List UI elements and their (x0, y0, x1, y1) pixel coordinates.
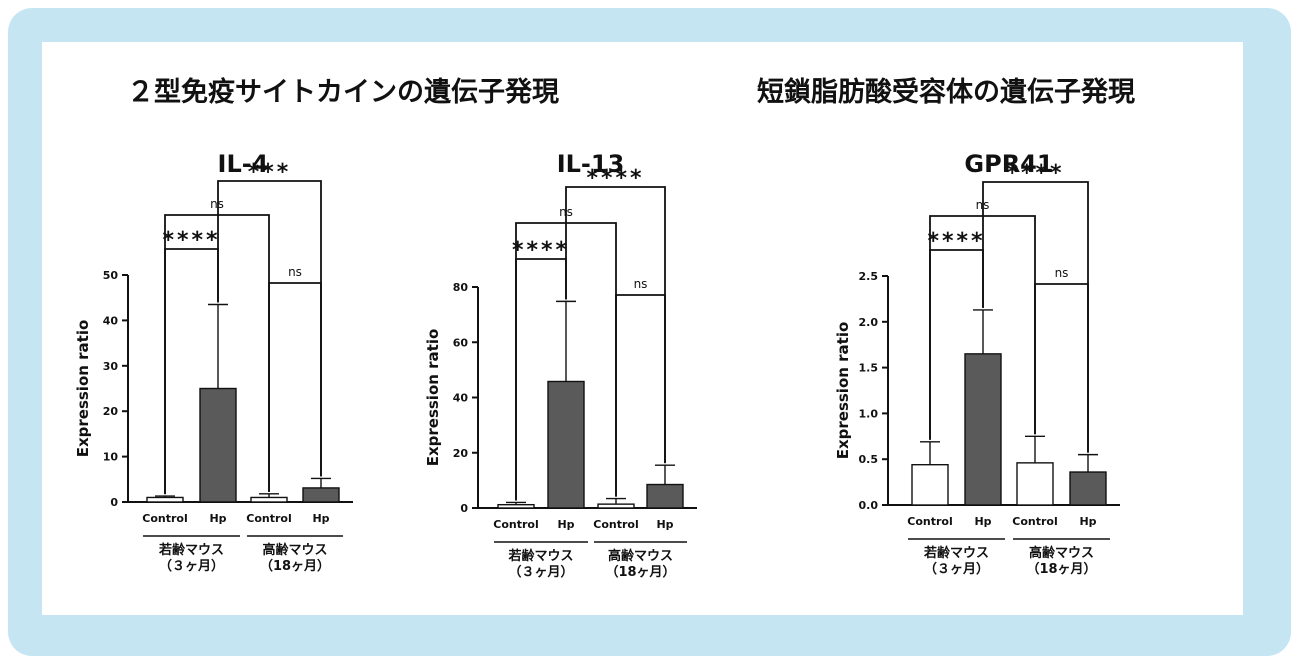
y-tick-label: 40 (453, 392, 469, 405)
group-label: 若齢マウス (507, 548, 573, 564)
group-label: 高齢マウス (1029, 545, 1094, 561)
chart-il13: IL-13 Expression ratio 0 20 40 60 80 Control Hp C… (424, 150, 697, 580)
x-tick-label: Hp (209, 512, 226, 525)
group-sublabel: （18ヶ月） (1026, 561, 1096, 577)
bar (199, 387, 237, 503)
group-sublabel: （３ヶ月） (924, 561, 989, 577)
significance-label: ns (976, 198, 990, 212)
group-sublabel: （18ヶ月） (260, 558, 330, 574)
significance-label: **** (586, 166, 644, 191)
y-tick-label: 0.5 (859, 453, 879, 466)
y-tick-label: 0 (460, 502, 468, 515)
significance-label: **** (927, 229, 985, 254)
significance-label: **** (162, 228, 220, 253)
significance-label: ns (288, 265, 302, 279)
significance-label: **** (1006, 161, 1064, 186)
y-axis-label: Expression ratio (834, 322, 852, 460)
bar (250, 496, 288, 503)
chart-title: IL-13 (557, 150, 625, 178)
y-tick-label: 40 (103, 314, 119, 327)
x-tick-label: Control (593, 518, 638, 531)
chart-il4: IL-4 Expression ratio 0 10 20 30 40 50 Control Hp… (74, 150, 353, 574)
significance-bracket (515, 258, 567, 501)
chart-gpr41: GPR41 Expression ratio 0.0 0.5 1.0 1.5 2.0 2.5 C… (834, 150, 1120, 577)
x-tick-label: Control (907, 515, 952, 528)
group-label: 高齢マウス (262, 542, 327, 558)
bar (597, 503, 635, 509)
y-tick-label: 2.0 (859, 316, 879, 329)
significance-label: ns (634, 277, 648, 291)
x-tick-label: Hp (557, 518, 574, 531)
x-tick-label: Hp (312, 512, 329, 525)
y-tick-label: 1.0 (859, 407, 879, 420)
significance-label: ns (210, 197, 224, 211)
group-sublabel: （３ヶ月） (508, 564, 573, 580)
significance-label: *** (248, 160, 292, 185)
bar (547, 380, 585, 509)
bar (646, 483, 684, 509)
chart-title: IL-4 (218, 150, 269, 178)
y-tick-label: 0.0 (859, 499, 879, 512)
x-tick-label: Hp (656, 518, 673, 531)
y-tick-label: 2.5 (859, 270, 879, 283)
bar (964, 353, 1002, 506)
x-tick-label: Control (142, 512, 187, 525)
y-axis-label: Expression ratio (74, 320, 92, 458)
y-tick-label: 20 (103, 405, 119, 418)
significance-bracket (164, 248, 219, 495)
significance-bracket (1034, 283, 1089, 453)
group-label: 若齢マウス (923, 545, 989, 561)
significance-label: ns (1055, 266, 1069, 280)
chart-title: GPR41 (964, 150, 1053, 178)
section-title-cytokine: ２型免疫サイトカインの遺伝子発現 (127, 77, 559, 108)
bar (1016, 462, 1054, 506)
bar (146, 496, 184, 503)
figure-panel (42, 42, 1243, 615)
significance-bracket (929, 249, 984, 440)
x-tick-label: Control (493, 518, 538, 531)
x-tick-label: Control (246, 512, 291, 525)
significance-bracket (268, 282, 322, 492)
y-tick-label: 60 (453, 336, 469, 349)
group-label: 高齢マウス (608, 548, 673, 564)
x-tick-label: Hp (1079, 515, 1096, 528)
group-sublabel: （18ヶ月） (605, 564, 675, 580)
bar (302, 487, 340, 503)
y-tick-label: 30 (103, 360, 119, 373)
x-tick-label: Hp (974, 515, 991, 528)
y-axis-label: Expression ratio (424, 329, 442, 467)
bar (497, 503, 535, 509)
significance-label: **** (512, 238, 570, 263)
significance-label: ns (559, 205, 573, 219)
x-tick-label: Control (1012, 515, 1057, 528)
section-title-receptor: 短鎖脂肪酸受容体の遺伝子発現 (757, 77, 1135, 108)
group-sublabel: （３ヶ月） (159, 558, 224, 574)
y-tick-label: 1.5 (859, 362, 879, 375)
significance-bracket (615, 294, 666, 497)
group-label: 若齢マウス (158, 542, 224, 558)
y-tick-label: 80 (453, 281, 469, 294)
y-tick-label: 10 (103, 451, 119, 464)
y-tick-label: 50 (103, 269, 119, 282)
y-tick-label: 0 (110, 496, 118, 509)
y-tick-label: 20 (453, 447, 469, 460)
bar (1069, 471, 1107, 506)
bar (911, 463, 949, 506)
